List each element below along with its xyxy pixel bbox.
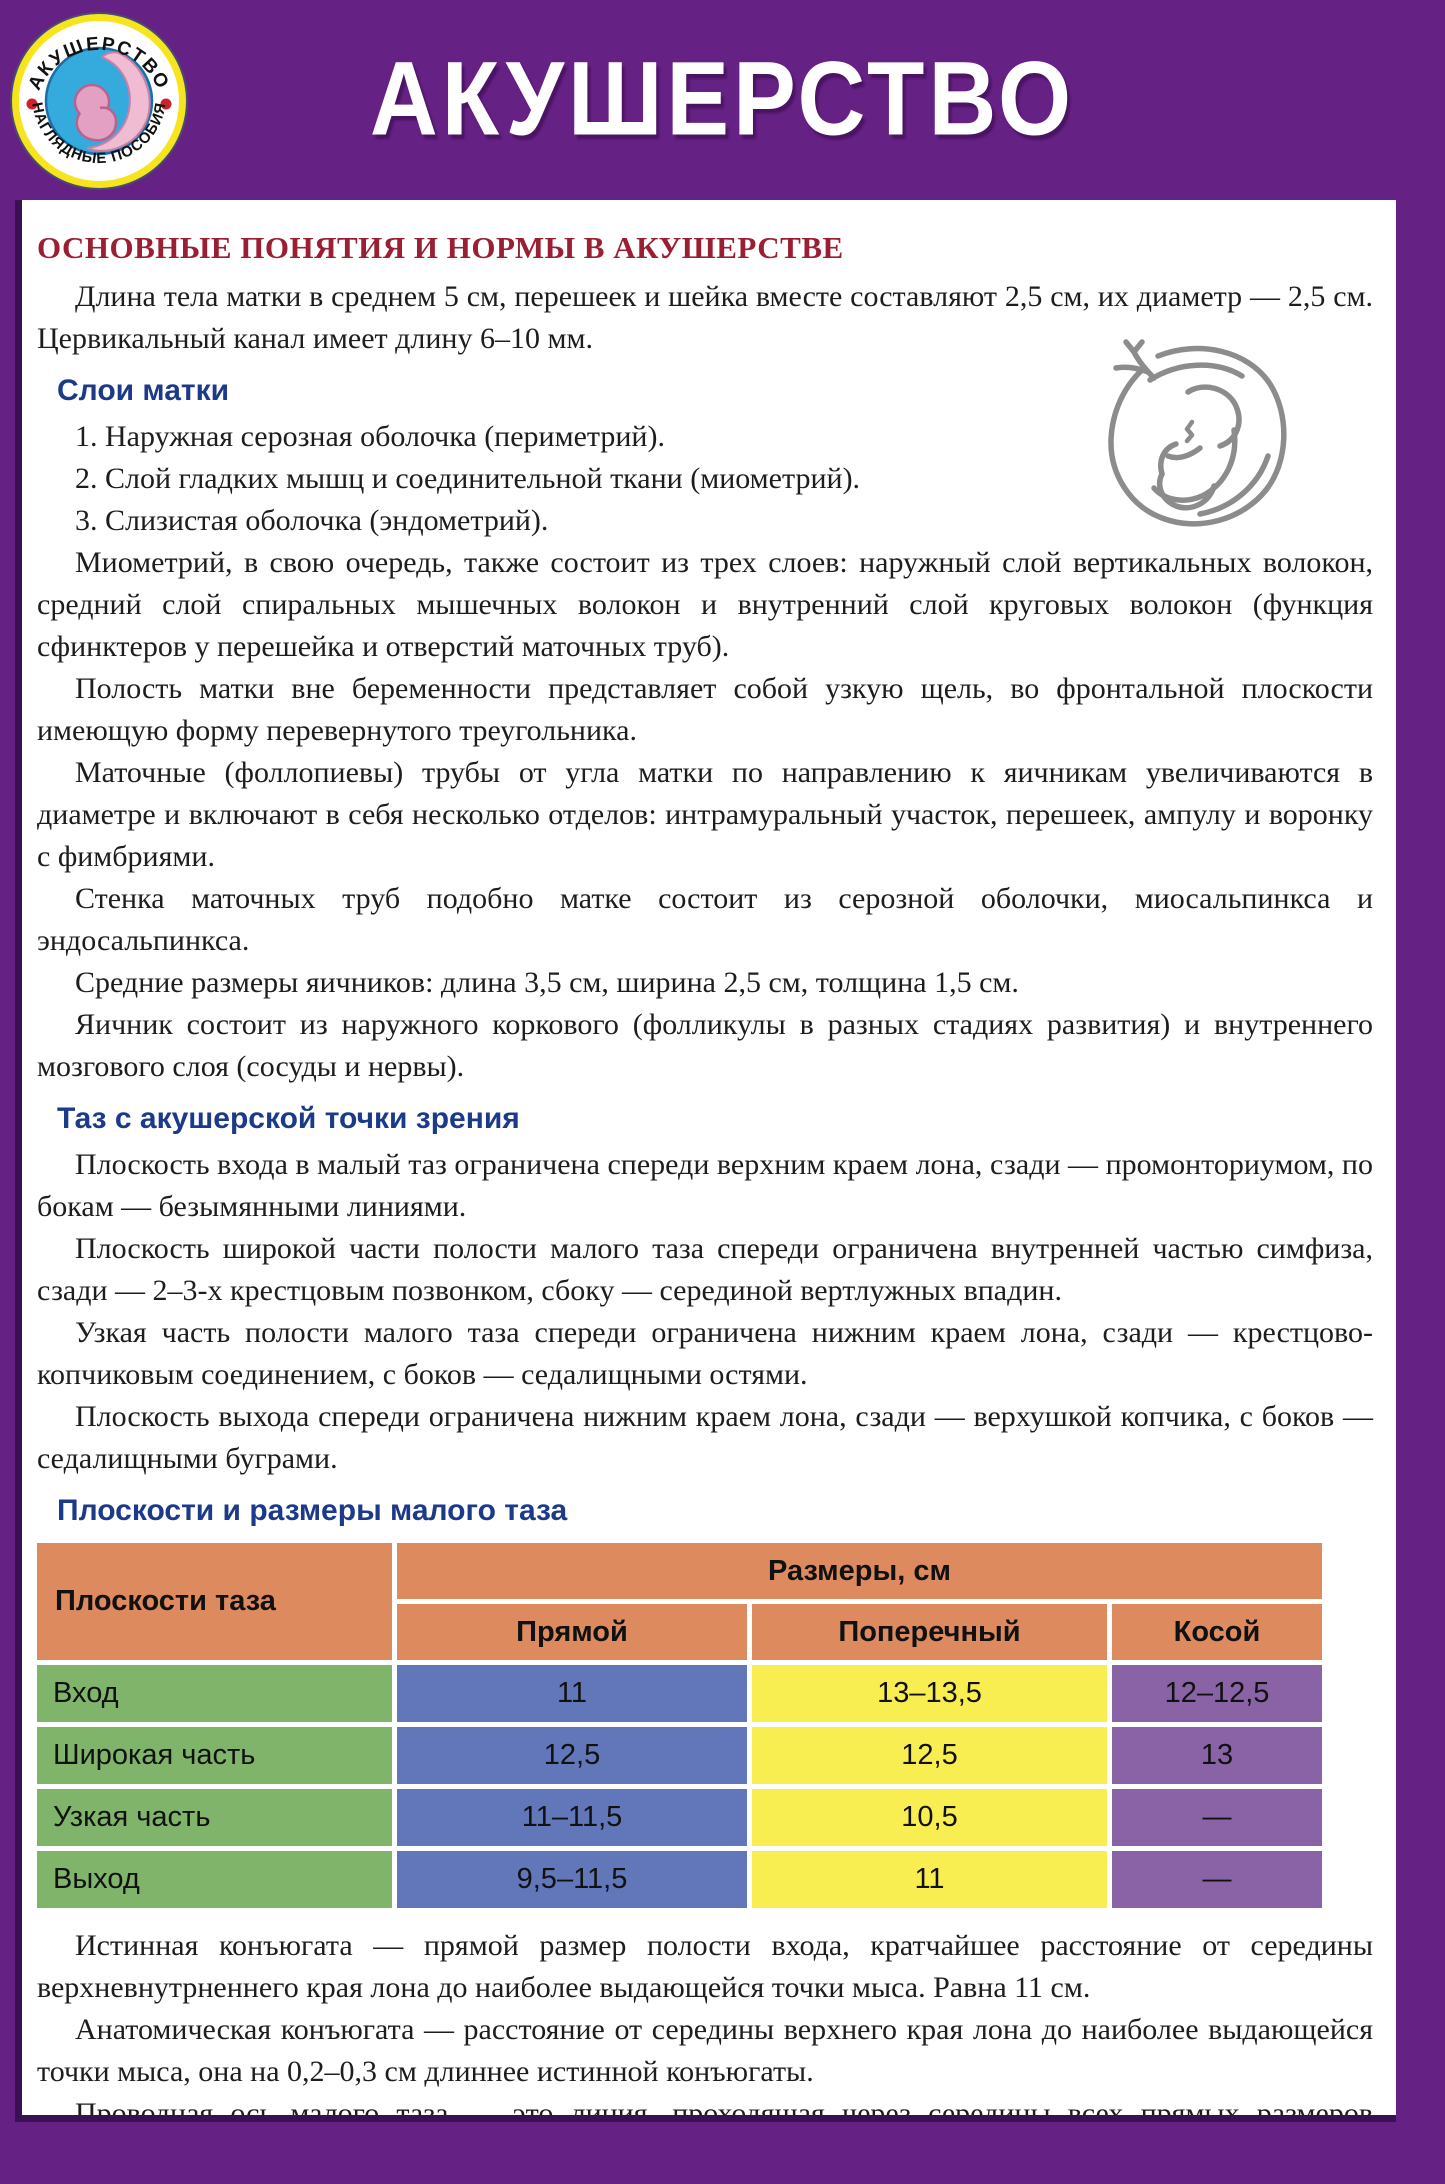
page-header: АКУШЕРСТВО НАГЛЯДНЫЕ ПОСОБИЯ АКУШЕРСТВО (0, 0, 1445, 200)
paragraph-anatomical-conjugate: Анатомическая конъюгата — расстояние от … (37, 2013, 1373, 2088)
table-cell: 11 (752, 1851, 1107, 1908)
paragraph-uterine-cavity: Полость матки вне беременности представл… (37, 672, 1373, 747)
fetus-arm (1165, 445, 1203, 461)
paragraph-inlet-plane: Плоскость входа в малый таз ограничена с… (37, 1148, 1373, 1223)
table-row-label: Узкая часть (37, 1789, 392, 1846)
paragraph-ovary-size: Средние размеры яичников: длина 3,5 см, … (75, 966, 1019, 999)
table-row-label: Выход (37, 1851, 392, 1908)
paragraph-wide-part: Плоскость широкой части полости малого т… (37, 1232, 1373, 1307)
fetus-back (1151, 427, 1238, 503)
table-subheader-direct: Прямой (397, 1604, 747, 1660)
paragraph-outlet-plane: Плоскость выхода спереди ограничена нижн… (37, 1400, 1373, 1475)
paragraph-ovary-structure: Яичник состоит из наружного коркового (ф… (37, 1008, 1373, 1083)
fetus-in-womb-illustration (1094, 338, 1299, 533)
paragraph-true-conjugate: Истинная конъюгата — прямой размер полос… (37, 1929, 1373, 2004)
table-cell: 12–12,5 (1112, 1665, 1322, 1722)
logo-badge: АКУШЕРСТВО НАГЛЯДНЫЕ ПОСОБИЯ (8, 8, 190, 192)
womb-outline (1108, 345, 1287, 527)
fetus-leg (1156, 471, 1217, 511)
logo-fetus-body (75, 106, 118, 142)
table-row-label: Широкая часть (37, 1727, 392, 1784)
table-cell: 11–11,5 (397, 1789, 747, 1846)
fetus-head (1185, 384, 1242, 449)
section-heading-uterus-layers: Слои матки (57, 374, 230, 407)
page-title-text: АКУШЕРСТВО (369, 39, 1076, 157)
section-heading-planes-sizes: Плоскости и размеры малого таза (57, 1494, 568, 1527)
logo-womb-crescent (86, 51, 151, 152)
table-subheader-oblique: Косой (1112, 1604, 1322, 1660)
fetus-face (1184, 419, 1195, 444)
main-heading: ОСНОВНЫЕ ПОНЯТИЯ И НОРМЫ В АКУШЕРСТВЕ (37, 230, 844, 265)
logo-dot-left (26, 98, 38, 110)
womb-inner-top-arc (1147, 362, 1245, 383)
table-row-wide-part: Широкая часть 12,5 12,5 13 (37, 1727, 1322, 1784)
section-heading-pelvis: Таз с акушерской точки зрения (57, 1102, 520, 1135)
table-row-outlet: Выход 9,5–11,5 11 — (37, 1851, 1322, 1908)
table-cell: 10,5 (752, 1789, 1107, 1846)
fetus-logo-icon: АКУШЕРСТВО НАГЛЯДНЫЕ ПОСОБИЯ (10, 12, 188, 190)
cord-vessel-2 (1113, 364, 1151, 375)
list-item-endometrium: 3. Слизистая оболочка (эндометрий). (75, 504, 549, 537)
content-panel: ОСНОВНЫЕ ПОНЯТИЯ И НОРМЫ В АКУШЕРСТВЕ Дл… (15, 200, 1396, 2122)
table-cell: 13 (1112, 1727, 1322, 1784)
paragraph-myometrium: Миометрий, в свою очередь, также состоит… (37, 546, 1373, 663)
paragraph-narrow-part: Узкая часть полости малого таза спереди … (37, 1316, 1373, 1391)
paragraph-pelvic-axis: Проводная ось малого таза — это линия, п… (75, 2097, 1373, 2122)
table-corner-header: Плоскости таза (37, 1543, 392, 1660)
table-row-inlet: Вход 11 13–13,5 12–12,5 (37, 1665, 1322, 1722)
womb-inner-bottom-arc (1197, 453, 1271, 517)
table-group-header: Размеры, см (397, 1543, 1322, 1599)
table-cell: 12,5 (397, 1727, 747, 1784)
table-cell: — (1112, 1851, 1322, 1908)
table-cell: 9,5–11,5 (397, 1851, 747, 1908)
table-cell: 13–13,5 (752, 1665, 1107, 1722)
table-cell: 11 (397, 1665, 747, 1722)
logo-dot-right (160, 98, 172, 110)
paragraph-intro: Длина тела матки в среднем 5 см, перешее… (37, 280, 1373, 355)
cord-branch (1123, 339, 1145, 355)
table-cell: 12,5 (752, 1727, 1107, 1784)
page-title: АКУШЕРСТВО (0, 38, 1445, 157)
list-item-myometrium: 2. Слой гладких мышц и соединительной тк… (75, 462, 861, 495)
paragraph-fallopian-tubes: Маточные (фоллопиевы) трубы от угла матк… (37, 756, 1373, 873)
table-subheader-transverse: Поперечный (752, 1604, 1107, 1660)
paragraph-tube-wall: Стенка маточных труб подобно матке состо… (37, 882, 1373, 957)
fetus-knee (1158, 441, 1179, 477)
pelvis-dimensions-table: Плоскости таза Размеры, см Прямой Попере… (32, 1538, 1327, 1913)
table-cell: — (1112, 1789, 1322, 1846)
table-row-label: Вход (37, 1665, 392, 1722)
list-item-perimetrium: 1. Наружная серозная оболочка (периметри… (75, 420, 665, 453)
table-row-narrow-part: Узкая часть 11–11,5 10,5 — (37, 1789, 1322, 1846)
